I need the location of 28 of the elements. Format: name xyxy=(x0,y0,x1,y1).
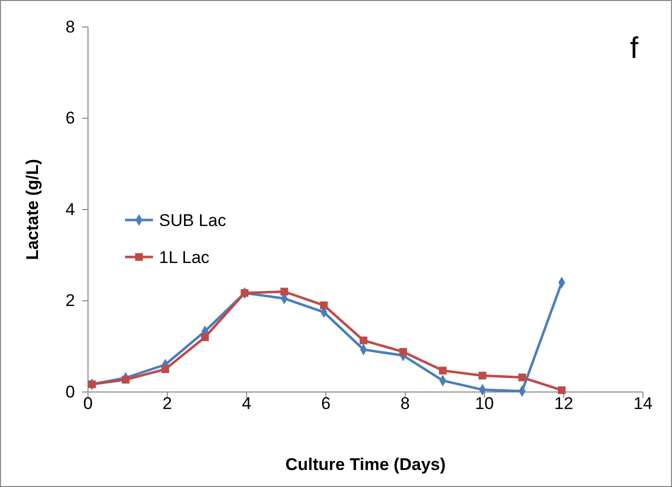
legend-label: 1L Lac xyxy=(159,248,210,267)
point xyxy=(360,336,368,344)
y-tick-label: 2 xyxy=(66,291,75,310)
x-tick-label: 10 xyxy=(474,394,494,413)
y-tick-label: 8 xyxy=(66,17,75,36)
point xyxy=(518,374,526,382)
x-axis-title: Culture Time (Days) xyxy=(285,455,446,474)
point xyxy=(161,365,170,374)
y-axis-title: Lactate (g/L) xyxy=(23,158,42,260)
point xyxy=(399,348,408,356)
x-tick-label: 0 xyxy=(83,394,93,413)
annotation: f xyxy=(630,32,639,65)
x-tick-label: 6 xyxy=(321,394,331,413)
legend-label: SUB Lac xyxy=(159,211,227,230)
point xyxy=(201,333,209,342)
x-tick-label: 4 xyxy=(242,394,252,413)
point xyxy=(438,366,447,374)
point xyxy=(320,301,328,310)
y-tick-label: 4 xyxy=(66,200,75,219)
x-tick-label: 12 xyxy=(554,394,574,413)
y-tick-label: 6 xyxy=(66,108,75,128)
point xyxy=(280,288,288,296)
x-tick-label: 8 xyxy=(400,394,410,413)
point xyxy=(122,376,130,384)
x-tick-label: 2 xyxy=(162,394,172,413)
point xyxy=(558,386,566,394)
x-tick-label: 14 xyxy=(634,394,652,413)
point xyxy=(478,372,486,380)
